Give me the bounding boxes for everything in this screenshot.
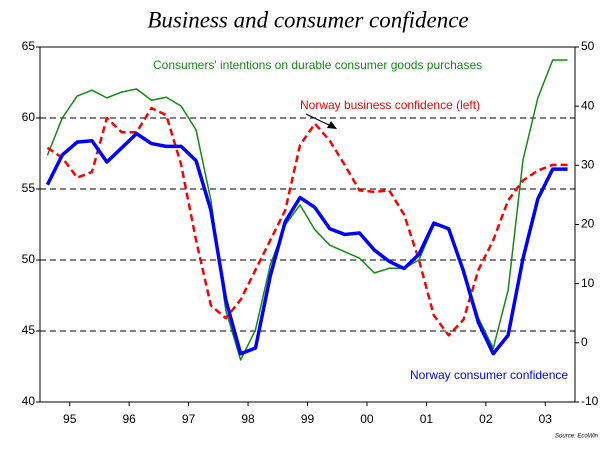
chart-title: Business and consumer confidence — [147, 7, 468, 32]
arrow — [305, 113, 334, 128]
x-tick-label: 97 — [182, 412, 196, 426]
x-tick-label: 03 — [539, 412, 553, 426]
y2-tick-label: 50 — [581, 39, 595, 53]
annotation: Consumers' intentions on durable consume… — [153, 58, 482, 72]
y-tick-label: 40 — [22, 394, 36, 408]
x-tick-label: 01 — [420, 412, 434, 426]
series-line — [45, 131, 568, 356]
source: Source: EcoWin — [555, 434, 599, 440]
y2-tick-label: 10 — [581, 276, 595, 290]
annotation: Norway business confidence (left) — [300, 98, 480, 112]
plot-frame — [39, 46, 576, 403]
y-tick-label: 45 — [22, 323, 36, 337]
y2-tick-label: 0 — [581, 335, 588, 349]
x-tick-label: 00 — [360, 412, 374, 426]
x-tick-label: 95 — [63, 412, 77, 426]
y-tick-label: 50 — [22, 252, 36, 266]
y2-tick-label: -10 — [581, 394, 599, 408]
y-tick-label: 65 — [22, 39, 36, 53]
x-tick-label: 02 — [479, 412, 493, 426]
y-tick-label: 55 — [22, 181, 36, 195]
arrow-head — [327, 121, 337, 129]
x-tick-label: 99 — [301, 412, 315, 426]
y-tick-label: 60 — [22, 110, 36, 124]
y2-tick-label: 40 — [581, 98, 595, 112]
x-tick-label: 98 — [241, 412, 255, 426]
series-line — [46, 106, 568, 337]
annotation: Norway consumer confidence — [410, 368, 568, 382]
x-tick-label: 96 — [122, 412, 136, 426]
y2-tick-label: 20 — [581, 217, 595, 231]
y2-tick-label: 30 — [581, 158, 595, 172]
series-line — [46, 59, 568, 361]
